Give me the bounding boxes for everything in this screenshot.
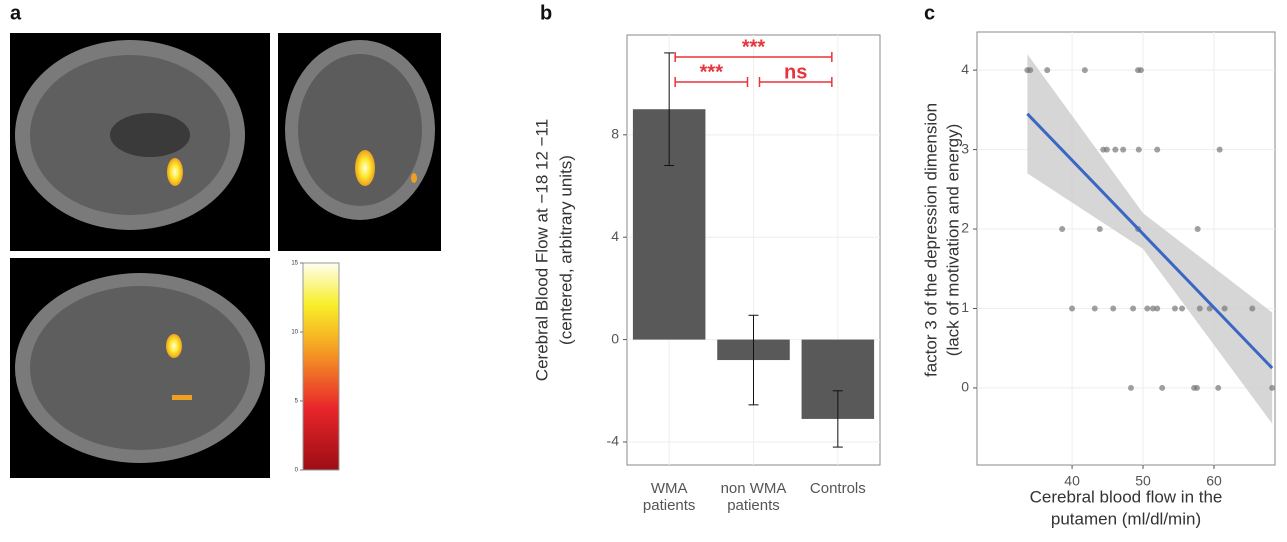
point — [1269, 385, 1275, 391]
point — [1104, 147, 1110, 153]
panel-label: c — [924, 2, 935, 24]
colorbar-tick-label: 15 — [291, 261, 298, 267]
point — [1092, 305, 1098, 311]
point — [1130, 305, 1136, 311]
figure: a 0 5 10 15 b -4 0 4 8 Cerebral Blood Flow at −18… — [0, 0, 1287, 542]
panel-label: b — [540, 2, 552, 24]
point — [1138, 67, 1144, 73]
y-tick-label: 8 — [611, 126, 619, 142]
point — [1159, 385, 1165, 391]
y-tick-label: 0 — [961, 379, 969, 395]
point — [1197, 305, 1203, 311]
point — [1194, 385, 1200, 391]
y-tick-label: 4 — [611, 228, 619, 244]
y-axis-label: Cerebral Blood Flow at −18 12 −11 — [532, 119, 551, 381]
x-axis-label: Cerebral blood flow in the — [1030, 487, 1223, 506]
point — [1217, 147, 1223, 153]
point — [1044, 67, 1050, 73]
point — [1144, 305, 1150, 311]
colorbar-tick-label: 10 — [291, 330, 298, 336]
point — [1172, 305, 1178, 311]
colorbar-tick-label: 0 — [295, 468, 299, 474]
x-tick-label: 50 — [1135, 473, 1151, 489]
y-tick-label: 0 — [611, 330, 619, 346]
point — [1069, 305, 1075, 311]
point — [1154, 147, 1160, 153]
x-tick-label: Controls — [810, 480, 866, 497]
y-axis-label: (centered, arbitrary units) — [556, 155, 575, 345]
point — [1154, 305, 1160, 311]
significance-label: *** — [742, 36, 766, 58]
significance-label: *** — [700, 61, 724, 83]
point — [1027, 67, 1033, 73]
y-tick-label: 4 — [961, 61, 969, 77]
y-axis-label: (lack of motivation and energy) — [943, 124, 962, 356]
x-tick-label: 40 — [1064, 473, 1080, 489]
x-axis-label: putamen (ml/dl/min) — [1051, 509, 1201, 528]
brain-images — [10, 33, 441, 478]
x-tick-label: 60 — [1206, 473, 1222, 489]
colorbar — [303, 263, 339, 470]
y-tick-label: -4 — [607, 433, 620, 449]
point — [1179, 305, 1185, 311]
point — [1222, 305, 1228, 311]
significance-label: ns — [784, 61, 807, 83]
point — [1215, 385, 1221, 391]
point — [1110, 305, 1116, 311]
panel-label: a — [10, 2, 22, 24]
point — [1136, 147, 1142, 153]
point — [1059, 226, 1065, 232]
colorbar-tick-label: 5 — [295, 399, 299, 405]
point — [1097, 226, 1103, 232]
plot-area — [977, 32, 1275, 465]
point — [1112, 147, 1118, 153]
point — [1128, 385, 1134, 391]
point — [1195, 226, 1201, 232]
y-axis-label: factor 3 of the depression dimension — [921, 103, 940, 377]
point — [1249, 305, 1255, 311]
point — [1082, 67, 1088, 73]
point — [1120, 147, 1126, 153]
